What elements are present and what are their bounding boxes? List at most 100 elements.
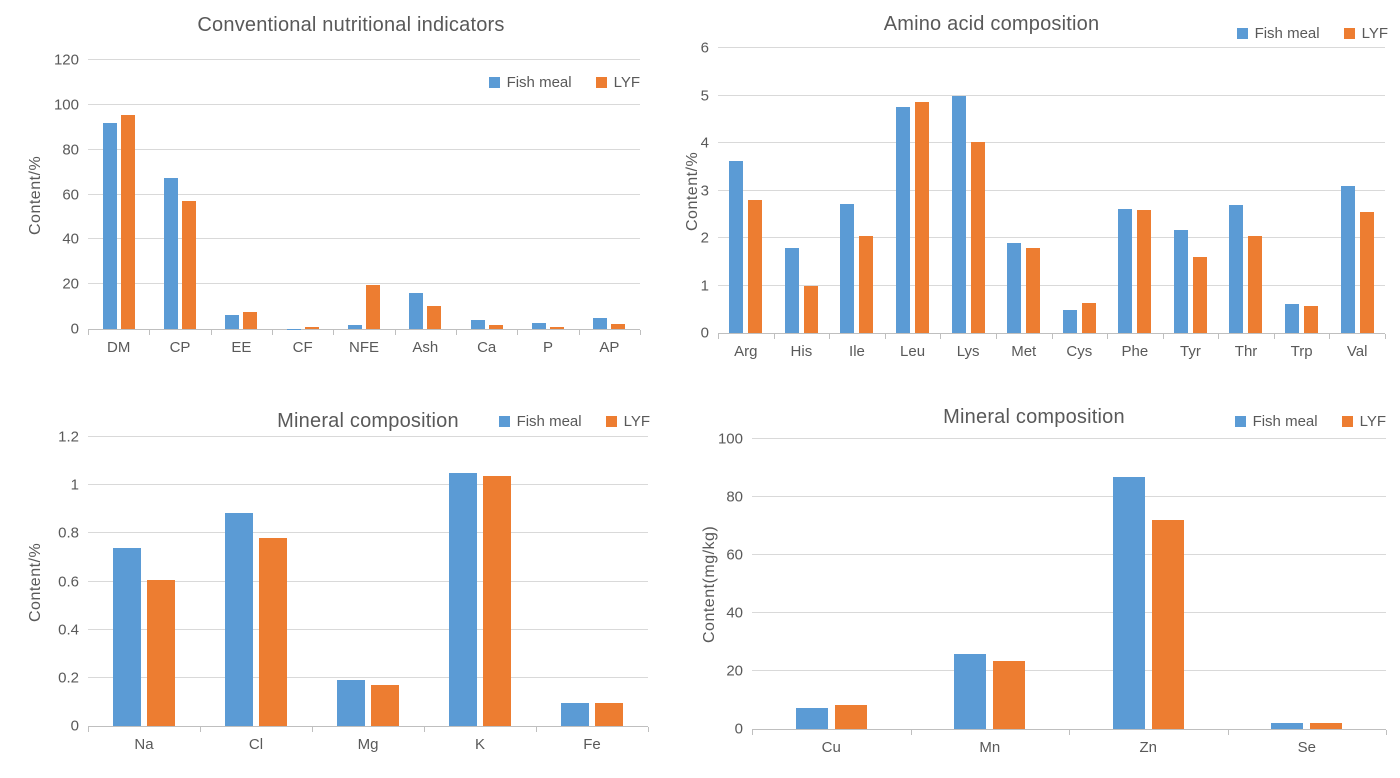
x-axis-tick <box>312 727 313 732</box>
gridline <box>88 628 648 630</box>
bar-group-nfe <box>333 60 394 329</box>
bar-lyf-leu <box>915 102 930 333</box>
bar-group-cf <box>272 60 333 329</box>
bar-group-mn <box>911 439 1070 729</box>
x-tick-label: DM <box>106 339 131 356</box>
legend-swatch-lyf <box>1341 416 1353 427</box>
x-axis-tick <box>456 330 457 335</box>
x-tick-label: Phe <box>1121 343 1149 360</box>
bar-lyf-cp <box>181 201 196 329</box>
x-tick-label: Ash <box>412 339 439 356</box>
x-tick-label: Lys <box>956 343 980 360</box>
x-tick-label: CF <box>292 339 313 356</box>
legend: Fish meal LYF <box>498 413 650 430</box>
bar-group-trp <box>1274 48 1330 333</box>
x-tick-label: K <box>474 736 486 753</box>
bar-lyf-nfe <box>365 284 380 329</box>
x-axis-tick <box>995 334 997 339</box>
bar-lyf-dm <box>120 114 135 329</box>
bar-lyf-ash <box>427 305 442 329</box>
bar-group-cu <box>752 439 911 729</box>
x-axis-tick <box>1218 334 1220 339</box>
y-tick-label: 1 <box>70 476 79 494</box>
legend-label-lyf: LYF <box>1359 413 1386 430</box>
bar-lyf-trp <box>1304 305 1319 333</box>
x-axis-tick <box>1386 730 1387 735</box>
y-tick-label: 0 <box>700 324 709 342</box>
legend-label-fish-meal: Fish meal <box>1254 25 1320 42</box>
x-tick-label: Cu <box>821 739 841 756</box>
bar-group-dm <box>88 60 149 329</box>
bar-fish-meal-val <box>1340 185 1355 333</box>
bar-fish-meal-zn <box>1112 476 1145 729</box>
bar-lyf-cys <box>1081 302 1096 333</box>
bar-fish-meal-se <box>1271 723 1304 729</box>
bar-fish-meal-met <box>1007 243 1022 333</box>
x-tick-label: Ca <box>477 339 497 356</box>
x-axis-tick <box>1273 334 1275 339</box>
chart-title: Mineral composition <box>943 406 1125 428</box>
legend-label-lyf: LYF <box>623 413 650 430</box>
x-axis-tick <box>88 330 89 335</box>
bar-lyf-zn <box>1151 520 1184 729</box>
y-tick-label: 3 <box>700 182 709 199</box>
x-tick-label: P <box>542 339 554 356</box>
y-tick-label: 5 <box>700 87 709 104</box>
bar-group-tyr <box>1163 48 1219 333</box>
y-tick-label: 0.2 <box>58 669 79 687</box>
legend-swatch-lyf <box>595 77 607 88</box>
x-tick-label: Arg <box>734 343 758 360</box>
bar-group-se <box>1228 439 1387 729</box>
y-tick-label: 60 <box>726 546 743 564</box>
legend-item-lyf: LYF <box>605 413 650 430</box>
bar-fish-meal-nfe <box>347 324 362 329</box>
x-tick-label: Se <box>1297 739 1316 756</box>
legend: Fish meal LYF <box>1236 25 1388 42</box>
bar-lyf-val <box>1359 212 1374 333</box>
bar-fish-meal-his <box>784 248 799 333</box>
bar-group-his <box>774 48 830 333</box>
legend-swatch-fish-meal <box>1236 28 1248 39</box>
x-axis-tick <box>752 730 753 735</box>
x-axis-tick <box>88 727 89 732</box>
gridline <box>718 237 1385 238</box>
x-tick-label: AP <box>599 339 620 356</box>
bar-group-mg <box>312 437 424 726</box>
gridline <box>88 484 648 486</box>
x-tick-label: Mg <box>357 736 379 753</box>
x-tick-label: CP <box>169 339 191 356</box>
x-axis-tick <box>1227 730 1229 735</box>
bar-lyf-p <box>549 326 564 329</box>
bar-group-na <box>88 437 200 726</box>
y-tick-label: 4 <box>700 134 709 152</box>
x-axis-tick <box>200 727 201 732</box>
x-tick-label: Val <box>1346 343 1368 360</box>
legend-swatch-fish-meal <box>498 416 510 427</box>
plot-area: 0 20 40 60 80 100 Cu Mn Zn Se <box>718 432 1387 755</box>
bar-fish-meal-leu <box>896 107 911 333</box>
x-axis-tick <box>1107 334 1109 339</box>
gridline <box>88 676 648 678</box>
bar-group-ap <box>579 60 640 329</box>
x-axis-tick <box>910 730 912 735</box>
y-tick-label: 6 <box>700 39 709 57</box>
chart-mineral-composition-mg-kg: Mineral composition Fish meal LYF Content(m… <box>700 389 1400 778</box>
x-axis-tick <box>517 330 519 335</box>
gridline <box>752 496 1386 497</box>
bar-fish-meal-dm <box>102 122 117 329</box>
x-tick-label: Ile <box>849 343 865 360</box>
bar-group-val <box>1329 48 1385 333</box>
legend-label-lyf: LYF <box>1361 25 1388 42</box>
gridline <box>718 94 1385 96</box>
chart-title: Conventional nutritional indicators <box>197 14 505 36</box>
legend: Fish meal LYF <box>488 74 640 91</box>
plot-area: 0 20 40 60 80 100 120 DM CP EE CF NFE Ash Ca P AP <box>54 53 641 355</box>
bar-group-k <box>424 437 536 726</box>
bar-fish-meal-p <box>531 322 546 329</box>
plot-area: 0 1 2 3 4 5 6 Arg His Ile Leu Lys Met Cys Phe Tyr Thr Trp… <box>701 41 1386 359</box>
x-axis-tick <box>1051 334 1053 339</box>
bar-group-lys <box>940 48 996 333</box>
x-axis-tick <box>1162 334 1164 339</box>
x-tick-label: Thr <box>1234 343 1258 360</box>
gridline <box>752 438 1386 439</box>
